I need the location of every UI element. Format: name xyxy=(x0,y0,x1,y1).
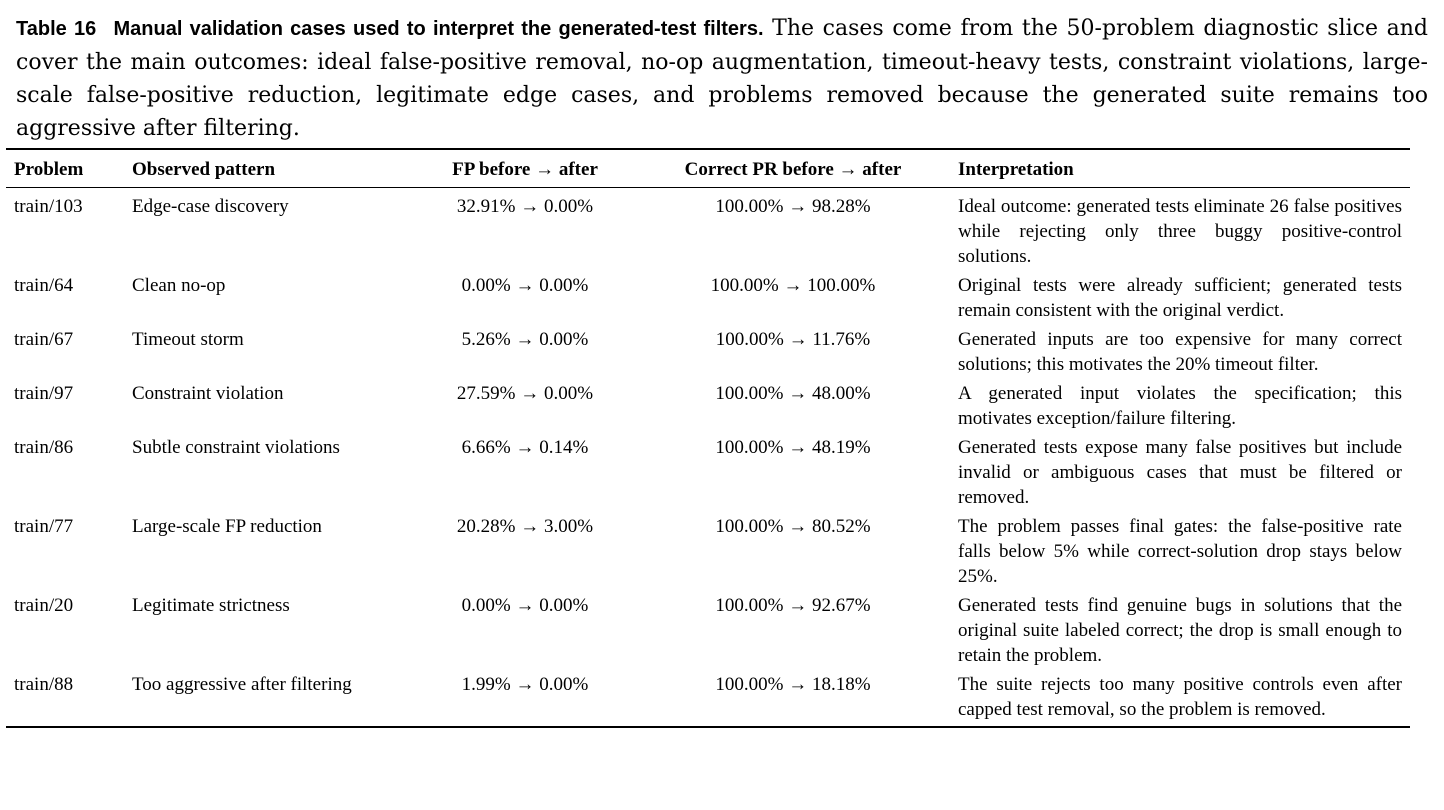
cell-pattern: Large-scale FP reduction xyxy=(132,516,322,537)
caption-body: The cases come from the 50-problem diagn… xyxy=(16,16,1429,141)
table-header-row: Problem Observed pattern FP before → aft… xyxy=(6,148,1410,188)
table-row: train/67 Timeout storm 5.26% → 0.00% 100… xyxy=(6,323,1410,377)
table-row: train/97 Constraint violation 27.59% → 0… xyxy=(6,377,1410,431)
cell-fp: 1.99% → 0.00% xyxy=(414,668,636,728)
table-caption: Table 16 Manual validation cases used to… xyxy=(16,12,1428,145)
cell-interpretation: Generated tests expose many false positi… xyxy=(958,437,1402,508)
cell-pr: 100.00% → 80.52% xyxy=(715,516,871,537)
cell-pattern: Subtle constraint violations xyxy=(132,437,340,458)
cell-pattern: Clean no-op xyxy=(132,275,226,296)
cell-fp: 5.26% → 0.00% xyxy=(461,329,589,350)
cell-fp: 20.28% → 3.00% xyxy=(456,516,594,537)
cell-fp: 0.00% → 0.00% xyxy=(461,595,589,616)
cell-problem: train/86 xyxy=(14,437,74,458)
cell-pr: 100.00% → 100.00% xyxy=(710,275,876,296)
cell-pattern: Constraint violation xyxy=(132,383,284,404)
cell-pr: 100.00% → 11.76% xyxy=(715,329,871,350)
cell-pattern: Too aggressive after filtering xyxy=(124,668,414,728)
table-row: train/64 Clean no-op 0.00% → 0.00% 100.0… xyxy=(6,269,1410,323)
caption-title: Manual validation cases used to interpre… xyxy=(113,18,764,40)
validation-cases-table: Problem Observed pattern FP before → aft… xyxy=(6,148,1410,728)
cell-problem: train/97 xyxy=(14,383,74,404)
cell-problem: train/88 xyxy=(6,668,124,728)
table-row: train/20 Legitimate strictness 0.00% → 0… xyxy=(6,589,1410,668)
cell-interpretation: Ideal outcome: generated tests eliminate… xyxy=(958,196,1402,267)
cell-pattern: Timeout storm xyxy=(132,329,244,350)
cell-fp: 32.91% → 0.00% xyxy=(456,196,594,217)
cell-interpretation: The problem passes final gates: the fals… xyxy=(958,516,1402,587)
paper-page: Table 16 Manual validation cases used to… xyxy=(16,12,1428,145)
cell-pr: 100.00% → 92.67% xyxy=(715,595,871,616)
table-row: train/103 Edge-case discovery 32.91% → 0… xyxy=(6,188,1410,270)
cell-pr: 100.00% → 48.19% xyxy=(715,437,871,458)
cell-problem: train/77 xyxy=(14,516,74,537)
cell-problem: train/103 xyxy=(14,196,83,217)
cell-fp: 6.66% → 0.14% xyxy=(461,437,589,458)
cell-problem: train/67 xyxy=(14,329,74,350)
cell-problem: train/64 xyxy=(14,275,74,296)
header-interpretation: Interpretation xyxy=(950,148,1410,188)
cell-problem: train/20 xyxy=(14,595,74,616)
cell-interpretation: Generated tests find genuine bugs in sol… xyxy=(958,595,1402,666)
table-row: train/86 Subtle constraint violations 6.… xyxy=(6,431,1410,510)
table-row: train/77 Large-scale FP reduction 20.28%… xyxy=(6,510,1410,589)
cell-pr: 100.00% → 18.18% xyxy=(636,668,950,728)
table-row: train/88 Too aggressive after filtering … xyxy=(6,668,1410,728)
cell-fp: 27.59% → 0.00% xyxy=(456,383,594,404)
header-observed-pattern: Observed pattern xyxy=(124,148,414,188)
caption-label: Table 16 xyxy=(16,18,97,40)
cell-interpretation: The suite rejects too many positive cont… xyxy=(950,668,1410,728)
header-fp: FP before → after xyxy=(414,148,636,188)
cell-interpretation: A generated input violates the specifica… xyxy=(958,383,1402,429)
cell-fp: 0.00% → 0.00% xyxy=(461,275,589,296)
cell-interpretation: Original tests were already sufficient; … xyxy=(958,275,1402,321)
header-problem: Problem xyxy=(6,148,124,188)
cell-pattern: Edge-case discovery xyxy=(132,196,289,217)
cell-pr: 100.00% → 98.28% xyxy=(715,196,871,217)
cell-pattern: Legitimate strictness xyxy=(132,595,290,616)
cell-interpretation: Generated inputs are too expensive for m… xyxy=(958,329,1402,375)
header-correct-pr: Correct PR before → after xyxy=(636,148,950,188)
table-body: train/103 Edge-case discovery 32.91% → 0… xyxy=(6,188,1410,728)
cell-pr: 100.00% → 48.00% xyxy=(715,383,871,404)
